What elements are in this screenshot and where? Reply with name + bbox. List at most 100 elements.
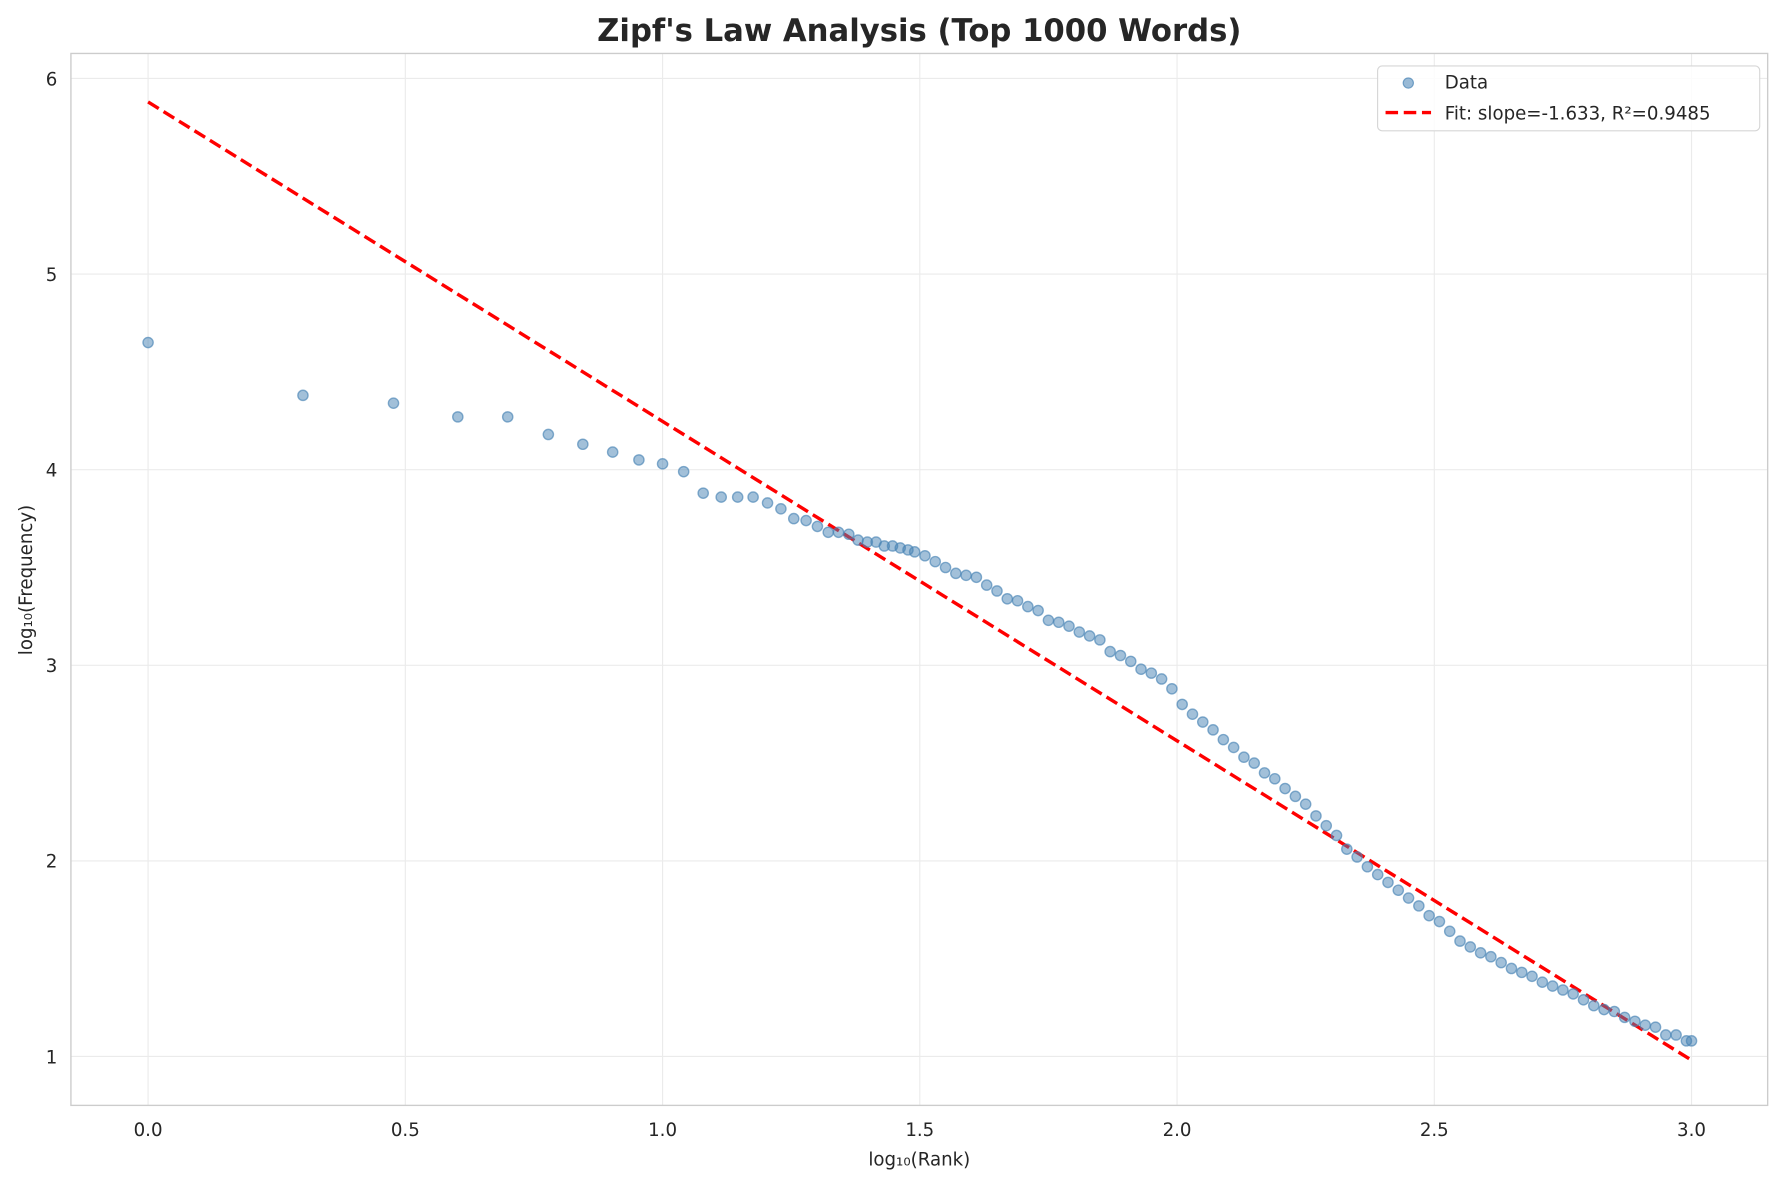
- data-point: [811, 520, 824, 533]
- data-point: [1063, 620, 1075, 632]
- data-point: [715, 491, 728, 503]
- data-point: [142, 336, 154, 349]
- data-point: [606, 446, 619, 458]
- data-point: [1145, 667, 1158, 679]
- data-point: [1423, 909, 1435, 922]
- data-point: [960, 569, 972, 582]
- data-point: [1310, 810, 1322, 822]
- data-point: [633, 454, 645, 466]
- data-point: [1433, 915, 1446, 928]
- data-point: [929, 555, 942, 568]
- data-point: [787, 512, 800, 525]
- x-tick-label: 0.0: [134, 1120, 163, 1141]
- x-tick-label: 2.0: [1163, 1120, 1192, 1141]
- data-point: [452, 411, 464, 423]
- data-point: [761, 497, 774, 509]
- data-point: [843, 528, 855, 541]
- data-point: [1546, 980, 1559, 992]
- data-points-layer: [142, 336, 1698, 1047]
- data-point: [1402, 892, 1415, 904]
- x-tick-label: 3.0: [1677, 1120, 1706, 1141]
- data-point: [677, 465, 690, 478]
- x-tick-label: 2.5: [1420, 1120, 1449, 1141]
- data-point: [1474, 947, 1487, 959]
- data-point: [1217, 733, 1230, 746]
- data-point: [1155, 673, 1168, 685]
- data-point: [1289, 790, 1302, 803]
- data-point: [1341, 843, 1353, 855]
- data-point: [1083, 630, 1096, 642]
- data-point: [1526, 970, 1538, 983]
- data-point: [1443, 925, 1456, 938]
- y-tick-label: 4: [46, 461, 58, 482]
- data-point: [1413, 900, 1425, 912]
- data-point: [1587, 999, 1600, 1012]
- x-axis-label: log₁₀(Rank): [868, 1150, 970, 1171]
- data-point: [1392, 884, 1405, 897]
- data-point: [1649, 1021, 1662, 1033]
- data-point: [822, 526, 835, 539]
- y-axis-label: log₁₀(Frequency): [16, 505, 37, 655]
- y-tick-label: 5: [46, 265, 58, 286]
- data-point: [1495, 956, 1507, 969]
- legend-label-data: Data: [1445, 73, 1488, 94]
- y-axis-ticks: 1 2 3 4 5 6: [46, 69, 58, 1068]
- data-point: [656, 458, 669, 470]
- data-point: [1567, 988, 1579, 1000]
- data-point: [1577, 993, 1590, 1006]
- data-point: [747, 491, 759, 503]
- data-point: [1557, 984, 1569, 996]
- data-point: [1238, 751, 1250, 764]
- data-point: [1094, 634, 1106, 646]
- data-point: [1515, 966, 1528, 979]
- data-point: [1114, 649, 1127, 662]
- data-point: [501, 411, 514, 423]
- data-point: [1485, 950, 1497, 963]
- data-point: [1227, 741, 1240, 754]
- x-tick-label: 1.5: [905, 1120, 934, 1141]
- data-point: [1279, 782, 1291, 795]
- data-point: [1670, 1029, 1682, 1041]
- data-point: [1382, 876, 1394, 889]
- data-point: [387, 397, 400, 409]
- data-point: [1001, 592, 1014, 605]
- legend-marker-data: [1402, 77, 1414, 89]
- data-point: [939, 561, 952, 574]
- data-point: [1320, 819, 1333, 832]
- data-point: [1032, 604, 1044, 617]
- data-point: [1361, 860, 1374, 873]
- data-point: [1248, 757, 1261, 769]
- data-point: [1639, 1019, 1652, 1031]
- data-point: [1258, 767, 1271, 779]
- data-point: [697, 487, 710, 499]
- data-point: [1536, 976, 1549, 988]
- plot-area-frame: [70, 52, 1769, 1107]
- data-point: [1052, 616, 1065, 629]
- data-point: [297, 389, 309, 402]
- data-point: [1618, 1011, 1631, 1024]
- y-tick-label: 1: [46, 1047, 58, 1068]
- data-point: [1022, 600, 1034, 613]
- data-point: [832, 526, 845, 539]
- data-point: [1351, 851, 1363, 863]
- y-tick-label: 2: [46, 852, 58, 873]
- data-point: [1505, 962, 1518, 975]
- data-point: [1299, 798, 1312, 810]
- fit-line: [147, 100, 1693, 1062]
- data-point: [852, 534, 864, 546]
- data-point: [1073, 626, 1086, 638]
- data-point: [577, 438, 589, 451]
- x-tick-label: 0.5: [391, 1120, 420, 1141]
- data-point: [970, 571, 983, 584]
- y-tick-label: 3: [46, 656, 58, 677]
- data-point: [1454, 935, 1466, 947]
- data-point: [919, 549, 931, 562]
- data-point: [1186, 708, 1199, 720]
- data-point: [542, 428, 555, 441]
- data-point: [908, 546, 921, 558]
- data-point: [950, 567, 962, 580]
- data-point: [1135, 663, 1147, 676]
- data-point: [775, 503, 787, 515]
- data-point: [1042, 614, 1055, 627]
